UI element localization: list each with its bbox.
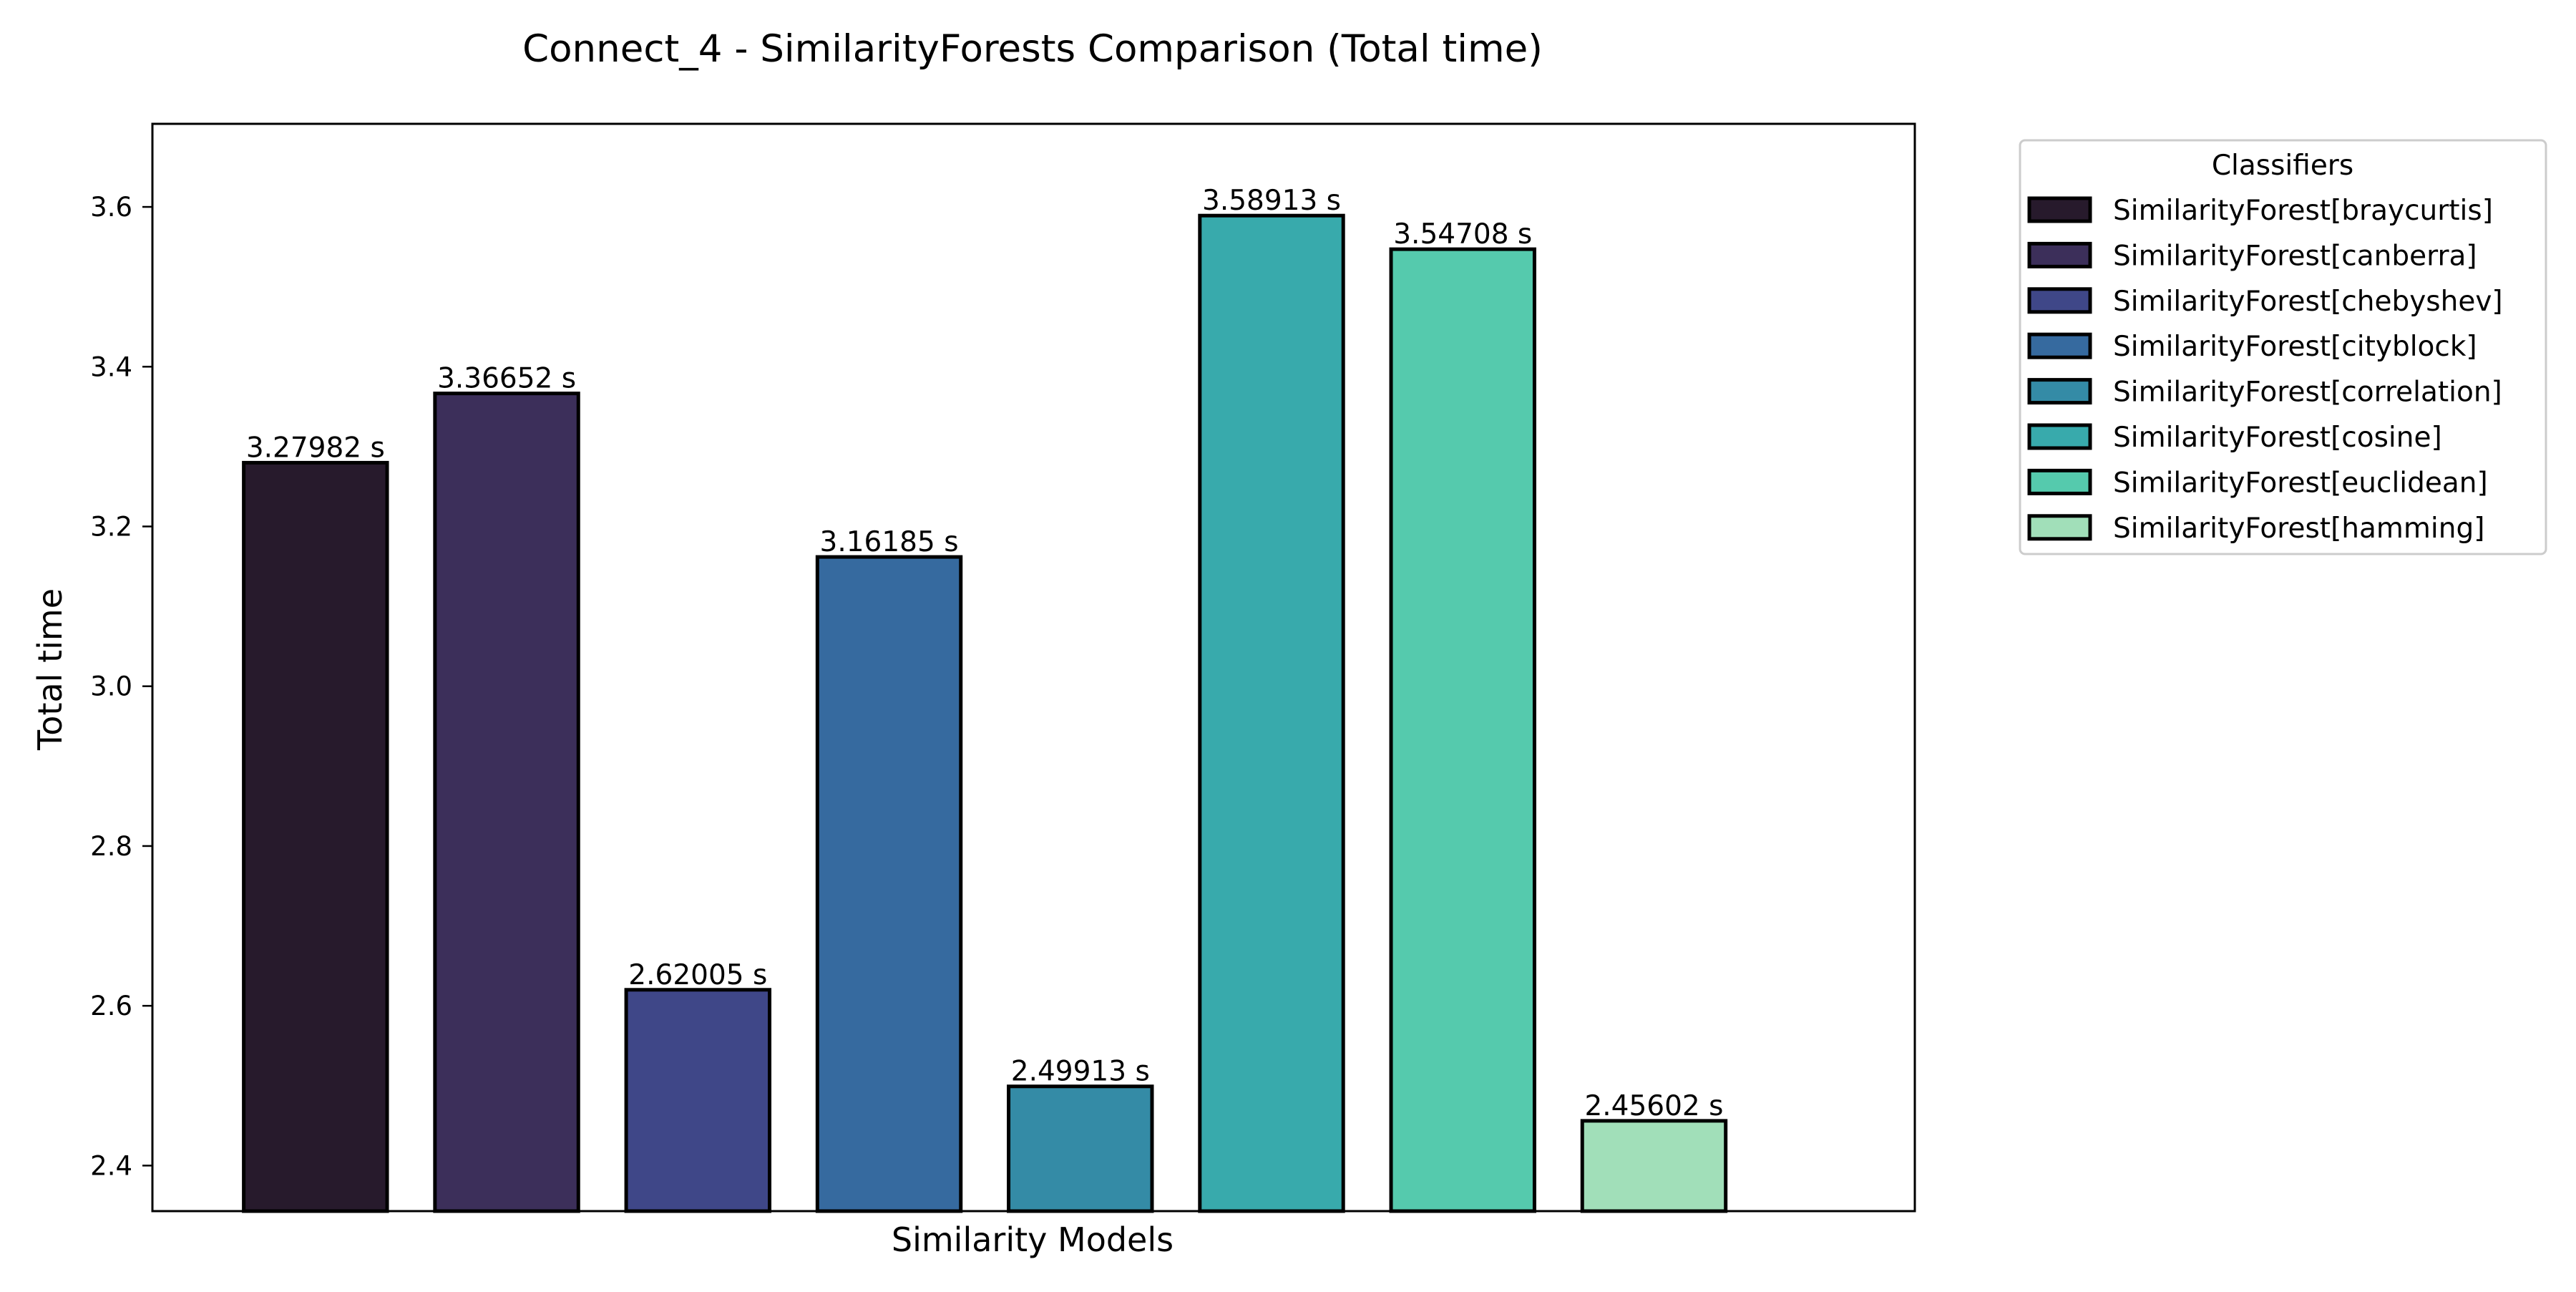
data-labels: 3.27982 s 3.36652 s 2.62005 s 3.16185 s 2.49… (246, 185, 1724, 1122)
bar-similarityforest-cosine (1198, 213, 1345, 1213)
bar-similarityforest-chebyshev (624, 988, 772, 1213)
plot-area (152, 124, 1915, 1211)
legend-swatch (2027, 378, 2092, 405)
data-label: 2.62005 s (628, 959, 767, 991)
bars (242, 213, 1728, 1213)
legend-swatch (2027, 514, 2092, 541)
y-axis: 2.4 2.6 2.8 3.0 3.2 3.4 3.6 (90, 192, 152, 1181)
plot-background (152, 124, 1915, 1211)
data-label: 3.36652 s (437, 363, 576, 395)
legend-entry: SimilarityForest[correlation] (2113, 377, 2502, 409)
bar-similarityforest-canberra (433, 392, 580, 1213)
data-label: 3.27982 s (246, 432, 385, 464)
legend-swatch (2027, 196, 2092, 223)
legend-entry: SimilarityForest[hamming] (2113, 513, 2484, 545)
y-tick-label: 3.0 (90, 671, 132, 702)
legend: Classifiers SimilarityForest[braycurtis]… (2019, 139, 2547, 555)
legend-swatch (2027, 423, 2092, 450)
bar-similarityforest-euclidean (1389, 247, 1536, 1213)
legend-entry: SimilarityForest[cityblock] (2113, 331, 2477, 363)
legend-entry: SimilarityForest[cosine] (2113, 422, 2442, 454)
bar-similarityforest-correlation (1007, 1084, 1154, 1213)
legend-entry: SimilarityForest[euclidean] (2113, 467, 2488, 499)
y-tick-label: 2.4 (90, 1150, 132, 1181)
legend-entry: SimilarityForest[canberra] (2113, 240, 2477, 272)
bar-similarityforest-cityblock (815, 555, 963, 1213)
data-label: 2.49913 s (1011, 1056, 1150, 1088)
data-label: 3.54708 s (1393, 218, 1532, 251)
y-axis-label: Total time (31, 588, 69, 751)
y-tick-label: 2.6 (90, 991, 132, 1021)
y-tick-label: 2.8 (90, 831, 132, 862)
data-label: 3.58913 s (1202, 185, 1341, 217)
x-axis-label: Similarity Models (892, 1220, 1174, 1259)
legend-swatch (2027, 332, 2092, 359)
legend-swatch (2027, 287, 2092, 314)
legend-items: SimilarityForest[braycurtis] SimilarityFo… (2027, 195, 2503, 545)
chart-title: Connect_4 - SimilarityForests Comparison… (522, 27, 1543, 71)
plot-frame (151, 122, 1916, 1213)
legend-frame (2019, 139, 2547, 555)
legend-entry: SimilarityForest[braycurtis] (2113, 195, 2493, 227)
legend-swatch (2027, 241, 2092, 268)
y-tick-label: 3.4 (90, 351, 132, 382)
legend-entry: SimilarityForest[chebyshev] (2113, 286, 2503, 318)
legend-swatch (2027, 468, 2092, 495)
data-label: 2.45602 s (1584, 1090, 1723, 1122)
bar-similarityforest-braycurtis (242, 460, 389, 1213)
legend-title: Classifiers (2212, 150, 2353, 182)
bar-similarityforest-hamming (1580, 1119, 1728, 1213)
y-tick-label: 3.6 (90, 192, 132, 223)
y-tick-label: 3.2 (90, 512, 132, 543)
data-label: 3.16185 s (820, 526, 959, 558)
